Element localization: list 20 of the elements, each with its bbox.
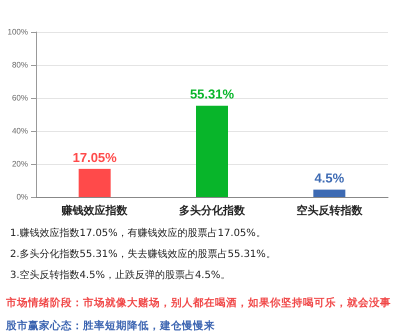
y-tick-label: 100% [8, 28, 28, 36]
text: 3.空头反转指数4.5%，止跌反弹的股票占4.5%。 [10, 268, 232, 282]
text: 市场情绪阶段：市场就像大赌场，别人都在喝酒，如果你坚持喝可乐，就会没事 [6, 296, 392, 310]
x-tick-label: 多头分化指数 [179, 204, 246, 217]
bar [196, 106, 228, 197]
text: 1.赚钱效应指数17.05%，有赚钱效应的股票占17.05%。 [10, 226, 267, 240]
text: 股市赢家心态：胜率短期降低，建仓慢慢来 [6, 319, 216, 331]
bar [78, 168, 111, 197]
y-tick-label: 60% [12, 94, 28, 102]
y-tick-label: 40% [12, 126, 28, 136]
y-tick-label: 20% [12, 160, 28, 168]
data-label: 4.5% [314, 170, 345, 186]
x-tick-label: 赚钱效应指数 [60, 204, 129, 217]
y-tick-label: 80% [12, 60, 28, 70]
data-label: 17.05% [72, 150, 118, 165]
data-label: 55.31% [190, 86, 234, 102]
text: 2.多头分化指数55.31%，失去赚钱效应的股票占55.31%。 [10, 248, 277, 261]
y-tick-label: 0% [16, 192, 28, 202]
x-tick-label: 空头反转指数 [296, 204, 364, 217]
bar [313, 190, 346, 197]
